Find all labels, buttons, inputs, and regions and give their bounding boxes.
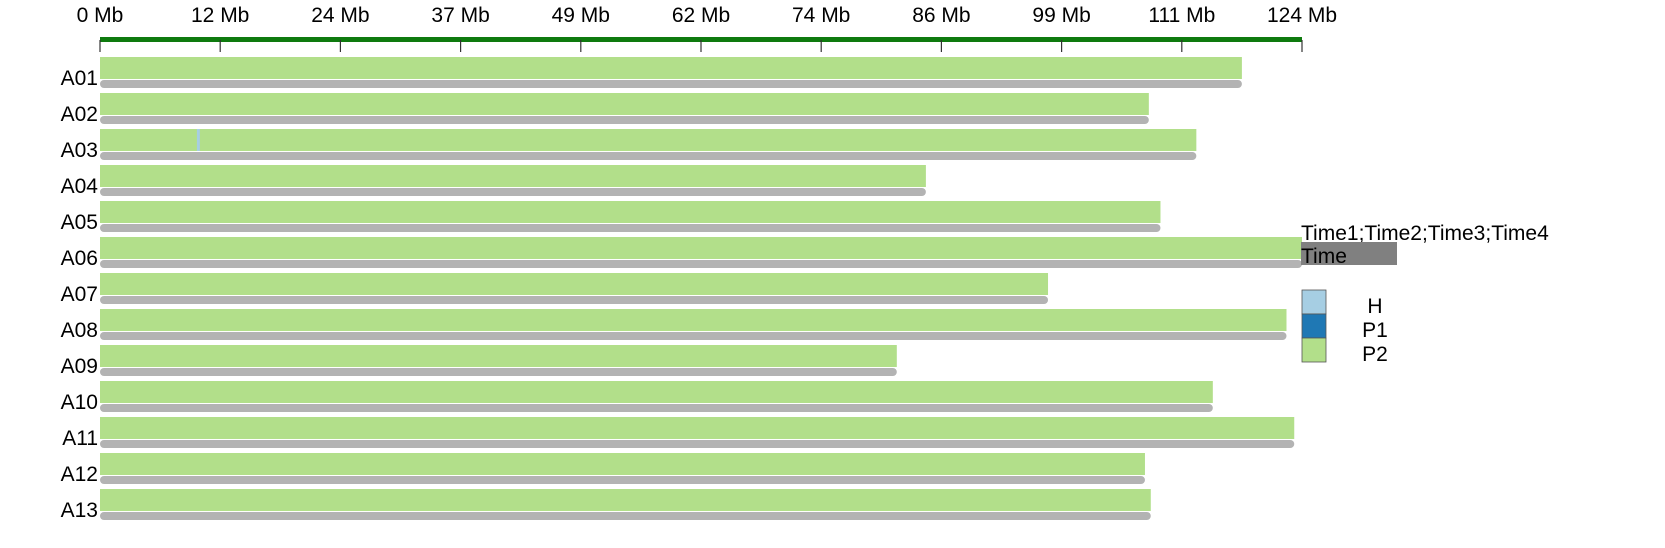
chromosome-row: A01 — [61, 57, 1242, 90]
chromosome-label: A11 — [62, 427, 98, 450]
chromosome-row: A05 — [61, 201, 1161, 234]
chromosome-row: A13 — [61, 489, 1151, 522]
chromosome-label: A03 — [61, 139, 98, 162]
legend-label: H — [1367, 295, 1382, 318]
chromosome-fill-bar — [100, 93, 1149, 115]
tick-label: 0 Mb — [77, 4, 124, 27]
tick-label: 124 Mb — [1267, 4, 1337, 27]
tick-label: 49 Mb — [552, 4, 610, 27]
chromosome-fill-bar — [100, 201, 1161, 223]
chromosome-row: A12 — [61, 453, 1145, 486]
tick-label: 12 Mb — [191, 4, 249, 27]
chromosome-backbone — [100, 368, 897, 376]
chromosome-row: A09 — [61, 345, 897, 378]
chromosome-backbone — [100, 476, 1145, 484]
chromosome-backbone — [100, 152, 1197, 160]
chromosome-backbone — [100, 188, 926, 196]
chromosome-row: A03 — [61, 129, 1197, 162]
chromosome-row: A08 — [61, 309, 1287, 342]
chromosome-row: A07 — [61, 273, 1049, 306]
chromosome-row: A11 — [62, 417, 1295, 450]
tick-label: 74 Mb — [792, 4, 850, 27]
chromosome-backbone — [100, 512, 1151, 520]
chromosome-label: A10 — [61, 391, 98, 414]
chromosome-backbone — [100, 224, 1161, 232]
chromosome-label: A01 — [61, 67, 98, 90]
chromosome-backbone — [100, 332, 1287, 340]
chromosome-fill-bar — [100, 489, 1151, 511]
chromosome-label: A05 — [61, 211, 98, 234]
legend-time-swatch — [1301, 242, 1397, 265]
chromosome-fill-bar — [100, 381, 1213, 403]
chromosome-row: A06 — [61, 237, 1302, 270]
legend-swatch — [1301, 337, 1327, 363]
chromosome-rows: A01 A02 A03 A04 A05 A06 A07 A08 A09 A10 A11 A12 A13 — [61, 57, 1302, 522]
tick-label: 62 Mb — [672, 4, 730, 27]
chromosome-backbone — [100, 80, 1242, 88]
chromosome-fill-bar — [100, 237, 1302, 259]
chromosome-label: A09 — [61, 355, 98, 378]
chromosome-label: A07 — [61, 283, 98, 306]
chromosome-backbone — [100, 404, 1213, 412]
tick-label: 99 Mb — [1032, 4, 1090, 27]
chromosome-fill-bar — [100, 165, 926, 187]
chromosome-label: A13 — [61, 499, 98, 522]
tick-label: 24 Mb — [311, 4, 369, 27]
chromosome-label: A02 — [61, 103, 98, 126]
chromosome-fill-bar — [100, 57, 1242, 79]
chromosome-row: A10 — [61, 381, 1213, 414]
chromosome-fill-bar — [100, 273, 1049, 295]
chromosome-label: A06 — [61, 247, 98, 270]
chromosome-backbone — [100, 440, 1295, 448]
chromosome-fill-bar — [100, 345, 897, 367]
tick-label: 37 Mb — [431, 4, 489, 27]
legend-label: P1 — [1362, 319, 1388, 342]
chromosome-label: A08 — [61, 319, 98, 342]
legend-swatch — [1301, 289, 1327, 315]
chromosome-backbone — [100, 260, 1302, 268]
chromosome-row: A04 — [61, 165, 926, 198]
chromosome-label: A12 — [61, 463, 98, 486]
chromosome-backbone — [100, 116, 1149, 124]
legend-swatch — [1301, 313, 1327, 339]
chromosome-row: A02 — [61, 93, 1149, 126]
legend-label: P2 — [1362, 343, 1388, 366]
segment-mark — [196, 129, 200, 151]
chromosome-fill-bar — [100, 453, 1145, 475]
chromosome-backbone — [100, 296, 1049, 304]
chromosome-fill-bar — [100, 129, 1197, 151]
chromosome-fill-bar — [100, 309, 1287, 331]
legend-title: Time1;Time2;Time3;Time4 — [1301, 222, 1549, 245]
tick-label: 111 Mb — [1148, 4, 1215, 27]
axis-line — [100, 37, 1302, 42]
chromosome-fill-bar — [100, 417, 1295, 439]
tick-label: 86 Mb — [912, 4, 970, 27]
legend-time-label: Time — [1301, 245, 1347, 268]
chromosome-label: A04 — [61, 175, 99, 198]
x-axis: 0 Mb 12 Mb 24 Mb 37 Mb 49 Mb 62 Mb 74 Mb 86 Mb 9… — [77, 4, 1337, 52]
